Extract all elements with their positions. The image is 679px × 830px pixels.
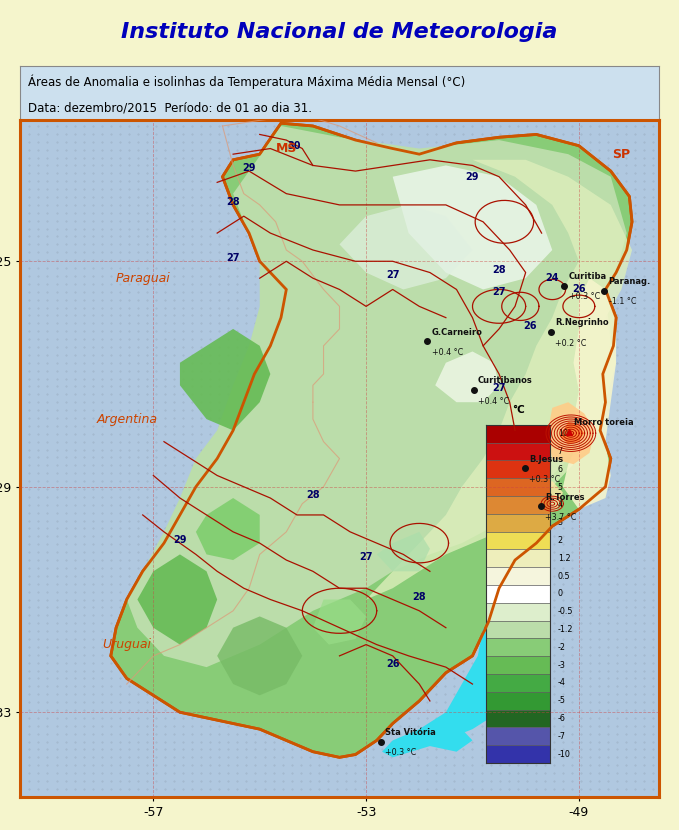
Text: R.Negrinho: R.Negrinho [555,318,609,327]
Text: +0.3 °C: +0.3 °C [385,749,416,757]
Text: 30: 30 [287,140,301,150]
Polygon shape [392,165,552,290]
Text: G.Carneiro: G.Carneiro [432,328,482,337]
Text: +0.4 °C: +0.4 °C [478,397,509,406]
Polygon shape [563,278,616,510]
Text: 29: 29 [466,172,479,182]
Text: 28: 28 [492,265,506,275]
Text: Paranag.: Paranag. [608,277,651,286]
Text: Morro toreia: Morro toreia [574,418,633,427]
Text: Curitiba: Curitiba [569,272,607,281]
Text: +0.2 °C: +0.2 °C [555,339,587,348]
Polygon shape [435,351,499,403]
Text: B.Jesus: B.Jesus [529,455,563,464]
Text: 26: 26 [572,285,585,295]
Text: Instituto Nacional de Meteorologia: Instituto Nacional de Meteorologia [122,22,557,42]
Polygon shape [196,498,259,560]
Text: +0.4 °C: +0.4 °C [432,348,463,357]
Polygon shape [217,617,302,696]
Text: 28: 28 [412,592,426,602]
Text: +3.7 °C: +3.7 °C [545,513,576,522]
Text: Curitibanos: Curitibanos [478,376,532,385]
Text: MS: MS [276,142,297,155]
Text: +0.3 °C: +0.3 °C [569,292,600,301]
Polygon shape [366,160,632,599]
Text: 27: 27 [359,552,373,562]
Text: 29: 29 [242,163,256,173]
Text: 26: 26 [523,321,536,331]
Text: 27: 27 [492,287,506,297]
Polygon shape [313,599,366,645]
Polygon shape [531,481,563,515]
Polygon shape [137,554,217,645]
Polygon shape [340,205,473,290]
Text: 28: 28 [226,197,240,207]
Polygon shape [111,123,632,757]
Text: 29: 29 [173,535,187,545]
Text: R.Torres: R.Torres [545,493,585,502]
Polygon shape [419,724,473,752]
Text: 26: 26 [386,659,399,669]
Polygon shape [180,329,270,431]
Polygon shape [547,403,595,464]
Text: Uruguai: Uruguai [103,638,151,651]
Text: Argentina: Argentina [96,413,158,426]
Text: +0.3 °C: +0.3 °C [529,475,560,484]
Text: Data: dezembro/2015  Período: de 01 ao dia 31.: Data: dezembro/2015 Período: de 01 ao di… [28,102,312,115]
Text: 27: 27 [386,271,399,281]
Polygon shape [382,588,510,757]
Text: 24: 24 [545,273,559,283]
Polygon shape [560,422,584,445]
Polygon shape [377,532,430,571]
Text: -1.1 °C: -1.1 °C [608,297,636,306]
Polygon shape [127,126,627,667]
Text: 28: 28 [306,490,320,500]
Text: 27: 27 [226,253,240,263]
Text: Sta Vitória: Sta Vitória [385,728,436,737]
Text: 27: 27 [492,383,506,393]
Text: SP: SP [612,148,631,161]
Text: Paraguai: Paraguai [115,271,170,285]
Text: Áreas de Anomalia e isolinhas da Temperatura Máxima Média Mensal (°C): Áreas de Anomalia e isolinhas da Tempera… [28,74,465,89]
